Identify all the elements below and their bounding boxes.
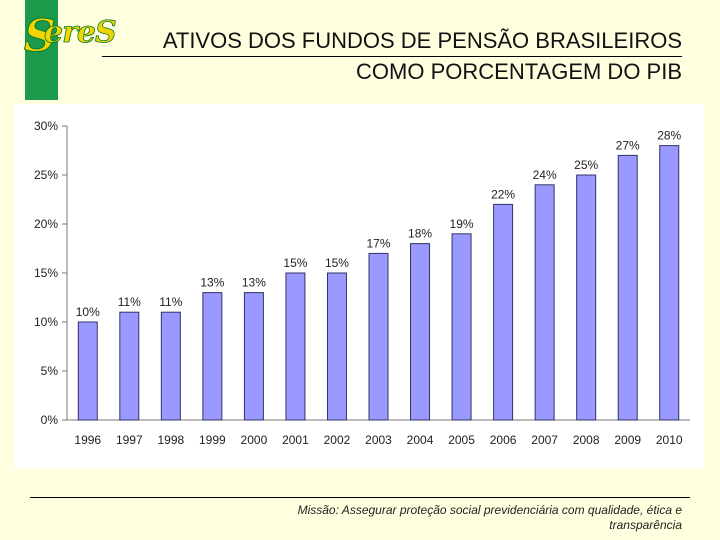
data-label: 15% [325,256,349,270]
bar [243,292,264,421]
data-label: 17% [366,236,390,250]
data-label: 28% [657,129,681,143]
mission-line-1: Missão: Assegurar proteção social previd… [297,503,682,517]
bar [326,272,347,421]
bar [368,252,389,421]
x-tick-label: 1999 [199,433,226,447]
x-tick-label: 2004 [407,433,434,447]
data-label: 10% [76,305,100,319]
data-label: 19% [450,217,474,231]
x-tick-label: 1997 [116,433,143,447]
x-tick-label: 1996 [74,433,101,447]
y-tick-label: 15% [34,266,58,280]
data-label: 27% [616,138,640,152]
x-tick-label: 2000 [241,433,268,447]
data-label: 18% [408,227,432,241]
y-tick-label: 20% [34,217,58,231]
mission-statement: Missão: Assegurar proteção social previd… [162,503,682,533]
bar [617,154,638,421]
title-line-2: COMO PORCENTAGEM DO PIB [356,59,682,84]
slide-title: ATIVOS DOS FUNDOS DE PENSÃO BRASILEIROS … [102,26,682,86]
bar [202,292,223,421]
x-tick-label: 2008 [573,433,600,447]
bar [285,272,306,421]
chart-panel: 0% 5% 10% 15% 20% 25% 30% 10% 1996 11% 1997 11% 1998… [14,104,704,468]
x-tick-label: 2001 [282,433,309,447]
data-label: 13% [242,276,266,290]
y-tick-label: 25% [34,168,58,182]
bar [493,203,514,421]
bar [659,145,680,421]
footer-divider [30,497,690,498]
bar-chart: 0% 5% 10% 15% 20% 25% 30% 10% 1996 11% 1997 11% 1998… [34,119,690,447]
data-label: 24% [533,168,557,182]
x-tick-label: 2003 [365,433,392,447]
y-tick-label: 30% [34,119,58,133]
y-tick-label: 10% [34,315,58,329]
data-label: 13% [200,276,224,290]
data-label: 15% [283,256,307,270]
title-line-1: ATIVOS DOS FUNDOS DE PENSÃO BRASILEIROS [102,26,682,57]
x-tick-label: 1998 [157,433,184,447]
bar [451,233,472,421]
bar [534,184,555,421]
mission-line-2: transparência [609,518,682,532]
y-tick-label: 5% [41,364,59,378]
bar [410,243,431,421]
y-tick-label: 0% [41,413,59,427]
data-label: 25% [574,158,598,172]
x-tick-label: 2006 [490,433,517,447]
bar [576,174,597,421]
logo-text: ereS [44,15,117,50]
data-label: 11% [159,295,182,309]
logo-initial: S [24,11,57,62]
x-tick-label: 2005 [448,433,475,447]
bar [119,311,140,421]
data-label: 22% [491,187,515,201]
x-tick-label: 2007 [531,433,558,447]
x-tick-label: 2009 [614,433,641,447]
data-label: 11% [118,295,141,309]
bar [77,321,98,421]
x-tick-label: 2002 [324,433,351,447]
x-tick-label: 2010 [656,433,683,447]
brand-green-bar [25,0,58,100]
bar [160,311,181,421]
